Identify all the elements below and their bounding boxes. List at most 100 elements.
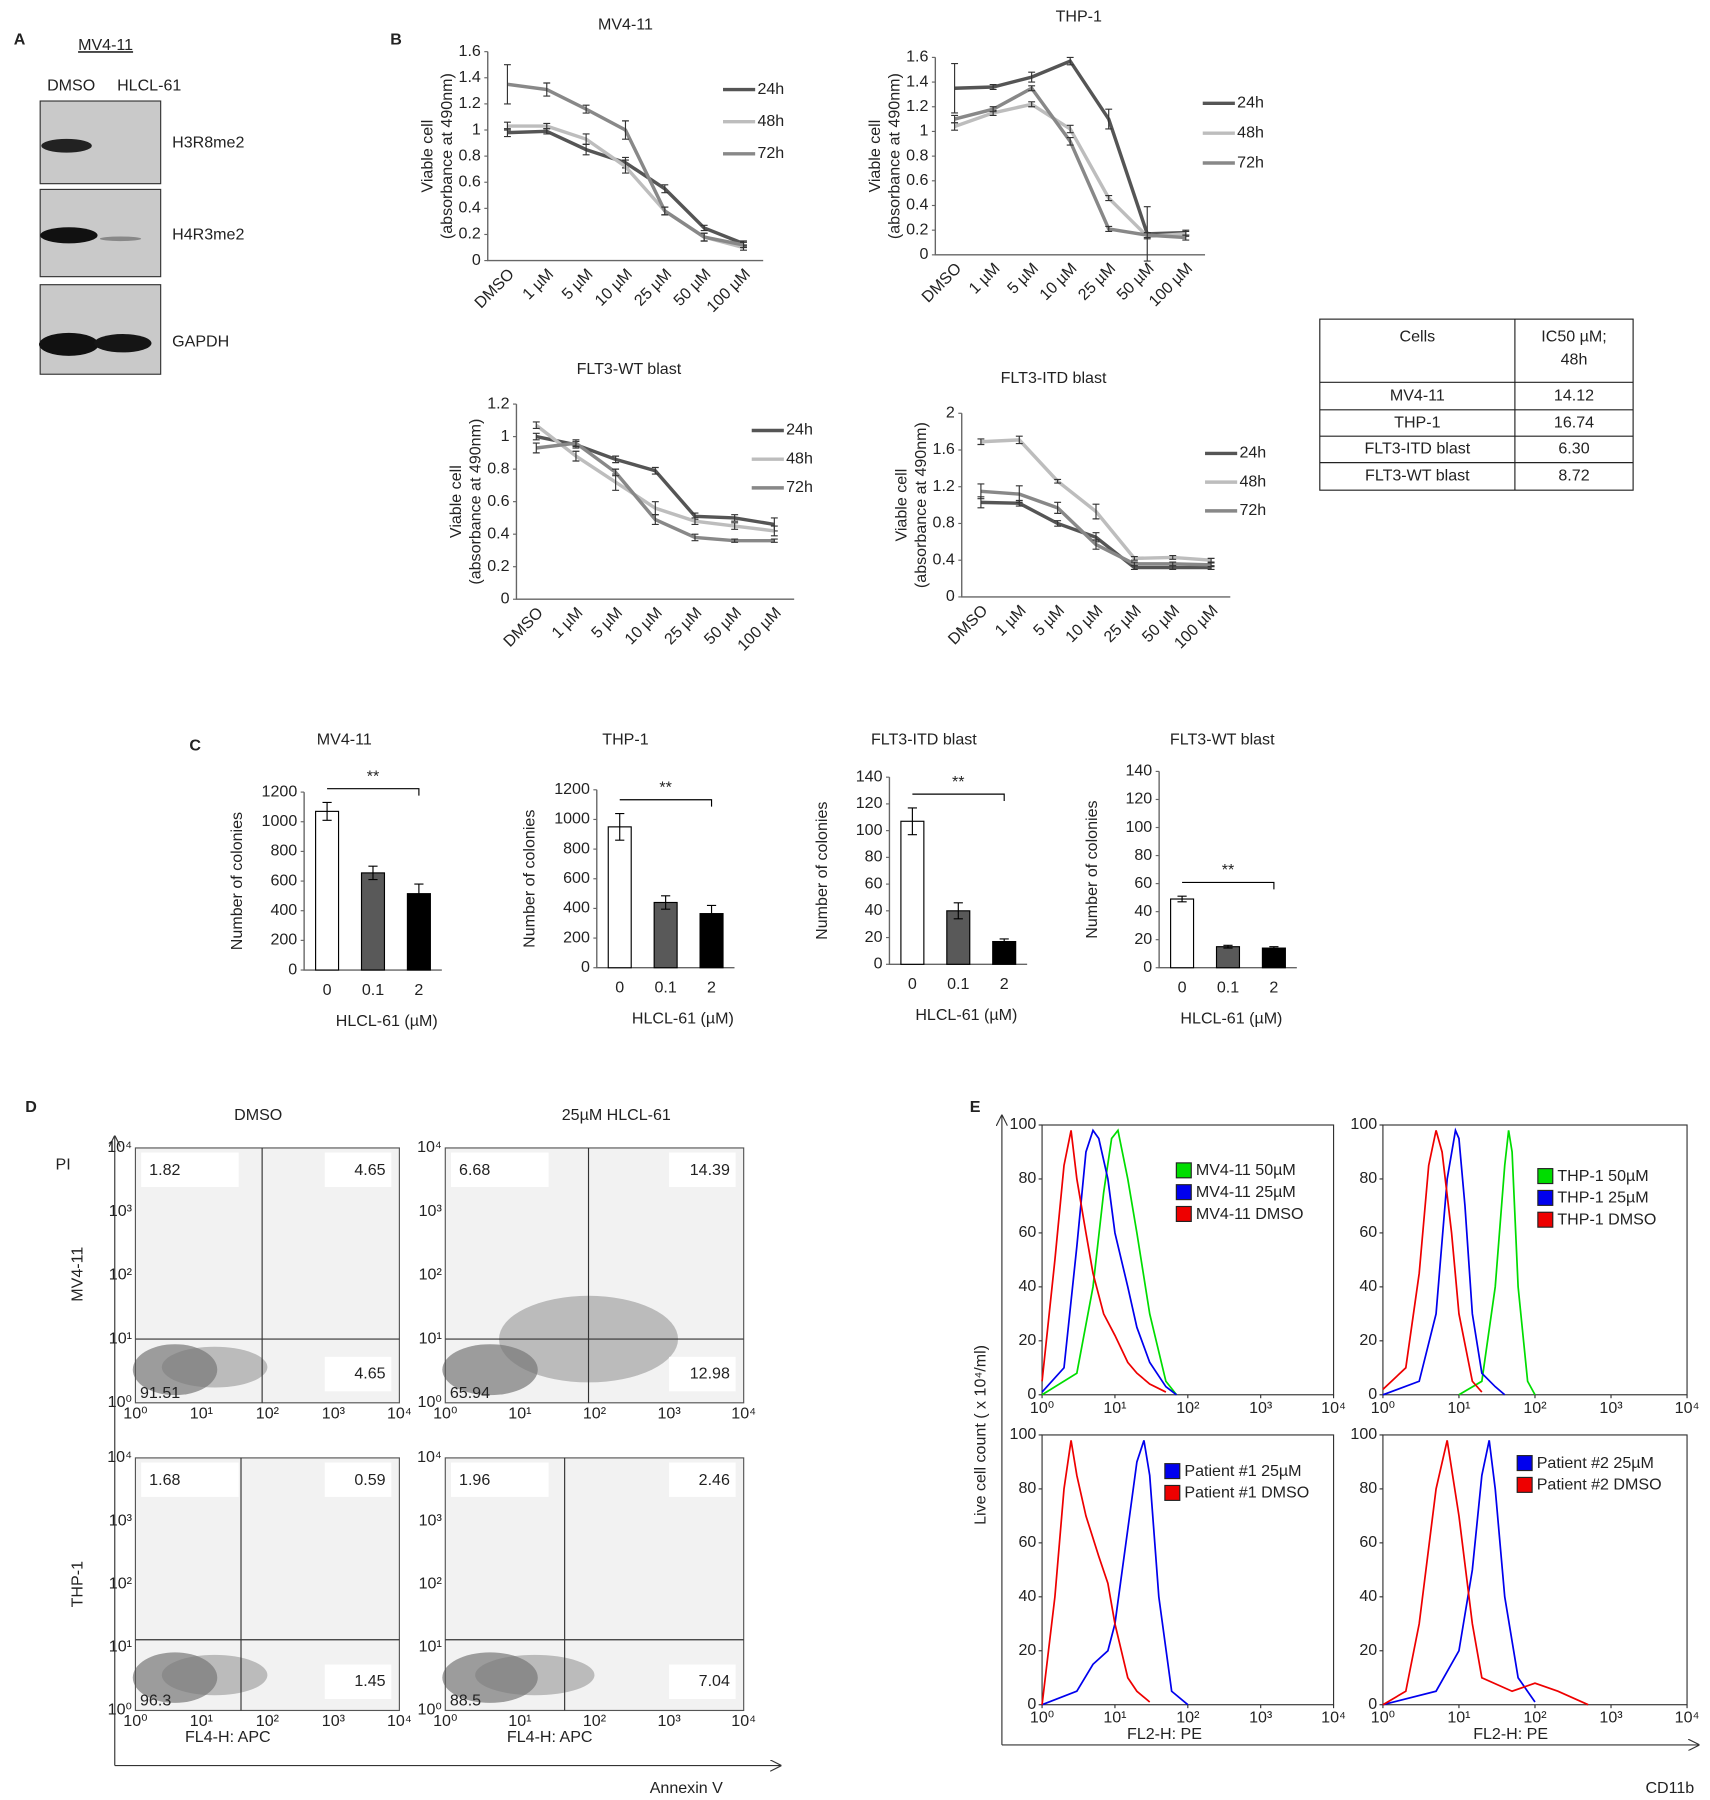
error-bar bbox=[731, 514, 739, 522]
y-tick-label: 120 bbox=[1125, 790, 1152, 808]
y-axis-label: (absorbance at 490nm) bbox=[912, 422, 930, 588]
y-tick-label: 60 bbox=[1018, 1533, 1036, 1551]
y-tick-label: 0 bbox=[472, 251, 481, 269]
error-bar bbox=[1130, 561, 1138, 567]
x-tick-label: 10² bbox=[1176, 1709, 1200, 1727]
y-tick-label: 80 bbox=[1018, 1169, 1036, 1187]
x-tick-label: 10⁰ bbox=[123, 1405, 147, 1423]
x-tick-label: 1 µM bbox=[519, 265, 557, 303]
y-tick-label: 60 bbox=[1359, 1533, 1377, 1551]
y-tick-label: 60 bbox=[1018, 1223, 1036, 1241]
x-tick-label: 10² bbox=[583, 1405, 607, 1423]
x-tick-label: 10⁰ bbox=[433, 1405, 457, 1423]
y-tick-label: 40 bbox=[1018, 1277, 1036, 1295]
quadrant-value: 65.94 bbox=[450, 1384, 490, 1402]
y-tick-label: 1200 bbox=[554, 780, 590, 798]
y-tick-label: 800 bbox=[270, 842, 297, 860]
y-tick-label: 10⁴ bbox=[107, 1448, 132, 1466]
legend-swatch bbox=[1164, 1463, 1181, 1480]
column-label: DMSO bbox=[234, 1106, 282, 1124]
error-bar bbox=[977, 483, 985, 500]
legend-label: 24h bbox=[786, 421, 813, 439]
error-bar bbox=[532, 442, 540, 454]
y-tick-label: 10¹ bbox=[109, 1329, 132, 1347]
plot-frame bbox=[1382, 1434, 1688, 1706]
x-tick-label: 10² bbox=[256, 1405, 280, 1423]
error-bar bbox=[1169, 555, 1177, 560]
error-bar bbox=[543, 122, 551, 130]
y-tick-label: 1.6 bbox=[906, 48, 928, 66]
error-bar bbox=[989, 106, 997, 113]
x-tick-label: 10¹ bbox=[1103, 1399, 1126, 1417]
x-tick-label: 10 µM bbox=[1062, 602, 1106, 646]
y-axis-label: Number of colonies bbox=[228, 812, 246, 950]
y-tick-label: 10¹ bbox=[419, 1638, 442, 1656]
x-tick-label: 0 bbox=[323, 981, 332, 999]
bar bbox=[406, 893, 431, 971]
x-tick-label: 10² bbox=[256, 1712, 280, 1730]
y-tick-label: 1.2 bbox=[487, 394, 509, 412]
y-tick-label: 0 bbox=[1143, 958, 1152, 976]
bar bbox=[315, 810, 340, 971]
y-tick-label: 40 bbox=[1359, 1277, 1377, 1295]
y-tick-label: 120 bbox=[856, 794, 883, 812]
x-tick-label: DMSO bbox=[945, 602, 992, 649]
y-tick-label: 10² bbox=[419, 1266, 443, 1284]
x-tick-label: DMSO bbox=[918, 259, 965, 306]
error-bar bbox=[977, 438, 985, 446]
legend-label: MV4-11 50µM bbox=[1196, 1161, 1296, 1179]
error-bar bbox=[770, 538, 778, 543]
error-bar bbox=[1066, 56, 1074, 66]
y-tick-label: 0.6 bbox=[487, 492, 509, 510]
y-tick-label: 2 bbox=[946, 404, 955, 422]
x-tick-label: 10² bbox=[1523, 1399, 1547, 1417]
error-bar bbox=[770, 525, 778, 537]
y-tick-label: 0.4 bbox=[906, 196, 928, 214]
bar bbox=[900, 820, 925, 965]
x-tick-label: 10⁰ bbox=[123, 1712, 147, 1730]
bar bbox=[360, 872, 386, 971]
table-cell: 16.74 bbox=[1554, 413, 1594, 431]
x-tick-label: 25 µM bbox=[631, 265, 675, 309]
legend-label: 72h bbox=[786, 478, 813, 496]
y-tick-label: 80 bbox=[1359, 1169, 1377, 1187]
y-axis-label: Viable cell bbox=[866, 120, 884, 193]
error-bar bbox=[651, 514, 659, 525]
x-tick-label: 25 µM bbox=[661, 604, 705, 648]
y-tick-label: 0.2 bbox=[487, 557, 509, 575]
legend-label: 24h bbox=[1237, 94, 1264, 112]
histogram-line bbox=[1041, 1440, 1189, 1706]
y-axis-label: Viable cell bbox=[892, 469, 910, 542]
y-tick-label: 40 bbox=[1134, 902, 1152, 920]
x-tick-label: 10⁴ bbox=[387, 1405, 412, 1423]
significance-bracket bbox=[912, 793, 1005, 802]
error-bar bbox=[1028, 71, 1036, 83]
x-tick-label: 0.1 bbox=[654, 979, 676, 997]
series-line bbox=[954, 102, 1186, 239]
x-tick-label: 10³ bbox=[1249, 1709, 1273, 1727]
error-bar bbox=[661, 895, 671, 910]
y-axis-label: Number of colonies bbox=[1083, 800, 1101, 938]
y-tick-label: 10⁴ bbox=[107, 1138, 132, 1156]
quadrant-value: 91.51 bbox=[140, 1384, 180, 1402]
x-tick-label: 10¹ bbox=[1447, 1399, 1470, 1417]
y-tick-label: 80 bbox=[1359, 1479, 1377, 1497]
histogram-line bbox=[1458, 1130, 1536, 1396]
y-tick-label: 0 bbox=[946, 587, 955, 605]
y-tick-label: 0.2 bbox=[459, 225, 481, 243]
error-bar bbox=[612, 455, 620, 464]
legend-label: Patient #2 DMSO bbox=[1537, 1476, 1662, 1494]
y-tick-label: 40 bbox=[865, 901, 883, 919]
event-cloud bbox=[132, 1652, 218, 1703]
x-tick-label: 10³ bbox=[1599, 1709, 1623, 1727]
x-axis-label: HLCL-61 (µM) bbox=[632, 1010, 734, 1028]
significance-label: ** bbox=[1222, 861, 1234, 879]
x-tick-label: 10⁴ bbox=[387, 1712, 412, 1730]
blot-band bbox=[94, 334, 152, 353]
error-bar bbox=[532, 421, 540, 430]
quadrant-value: 1.82 bbox=[149, 1161, 180, 1179]
error-bar bbox=[1105, 108, 1113, 130]
x-tick-label: 100 µM bbox=[734, 604, 785, 655]
quadrant-value: 1.45 bbox=[354, 1672, 385, 1690]
